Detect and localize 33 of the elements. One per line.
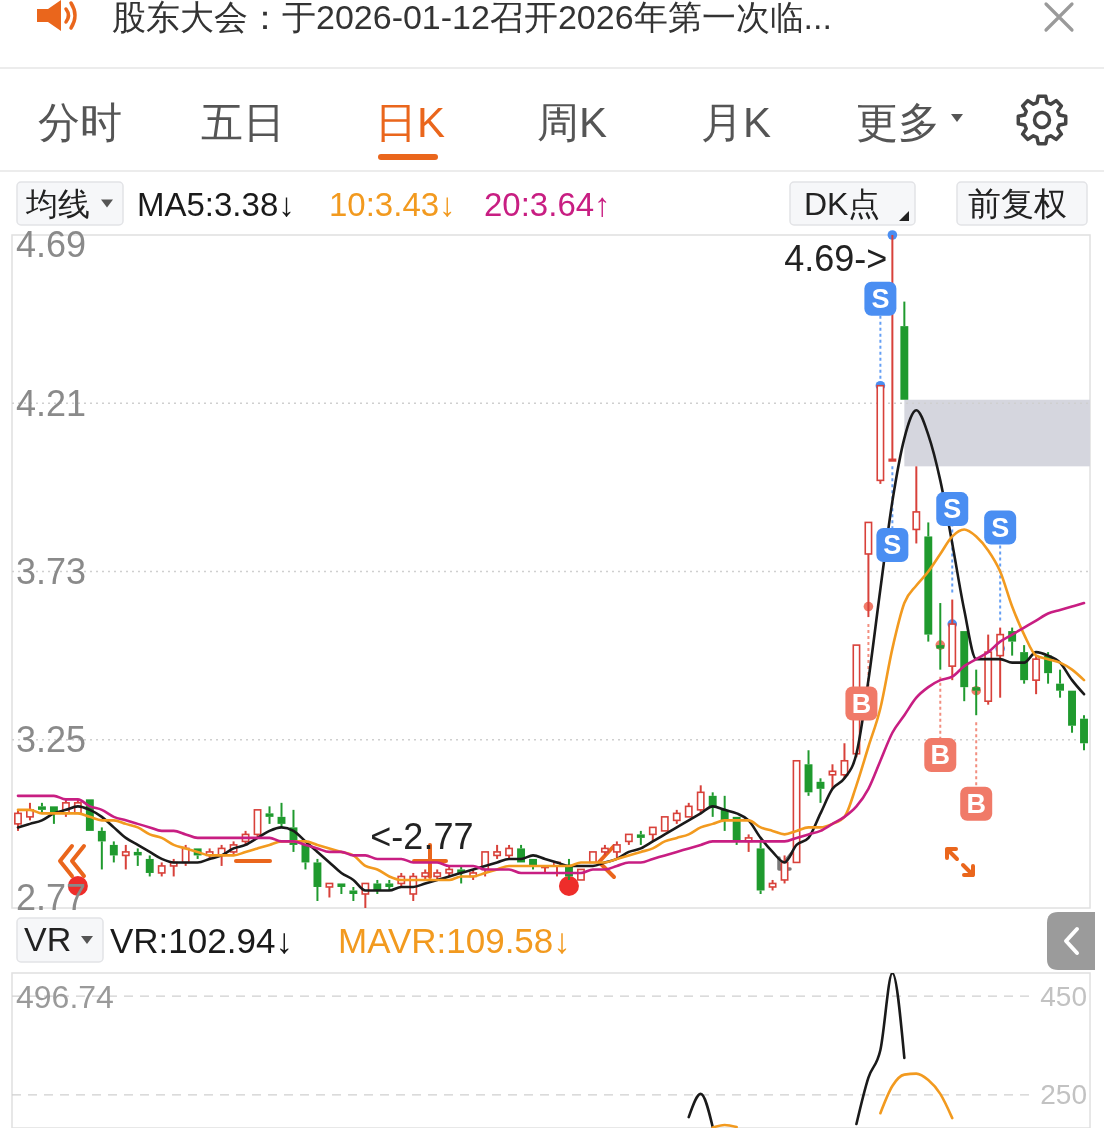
- text: 股东大会：于2026-01-12召开2026年第一次临...: [112, 0, 832, 36]
- annotation: B: [930, 740, 951, 771]
- annotation: 4.69->: [784, 237, 888, 279]
- text: 周K: [536, 99, 608, 146]
- text: MAVR:109.58↓: [338, 921, 571, 960]
- text: 月K: [700, 99, 772, 146]
- annotation: S: [883, 530, 902, 560]
- text: 前复权: [968, 184, 1067, 222]
- text: 更多: [856, 99, 940, 146]
- y-tick-label: 3.25: [16, 719, 87, 761]
- text: MA5:3.38↓: [137, 186, 295, 223]
- y-tick-label: 450: [1040, 980, 1087, 1012]
- y-tick-label: 4.69: [16, 223, 87, 265]
- text: 日K: [374, 99, 446, 146]
- y-tick-label: 250: [1040, 1079, 1087, 1111]
- text: 分时: [38, 99, 122, 146]
- text: 均线: [25, 185, 90, 222]
- text: DK点: [804, 185, 881, 222]
- y-tick-label: 3.73: [16, 551, 87, 592]
- annotation: 496.74: [16, 979, 114, 1015]
- annotation: B: [966, 788, 986, 819]
- text: VR:102.94↓: [110, 921, 293, 960]
- text: 20:3.64↑: [484, 186, 611, 223]
- text: VR: [24, 920, 72, 959]
- annotation: S: [991, 512, 1010, 543]
- y-tick-label: 4.21: [16, 382, 87, 424]
- text: 五日: [201, 99, 285, 146]
- annotation: S: [943, 494, 962, 525]
- annotation: <-2.77: [370, 815, 474, 857]
- y-tick-label: 2.77: [16, 876, 87, 918]
- annotation: B: [851, 688, 872, 719]
- text: 10:3.43↓: [329, 186, 456, 223]
- annotation: S: [871, 283, 890, 314]
